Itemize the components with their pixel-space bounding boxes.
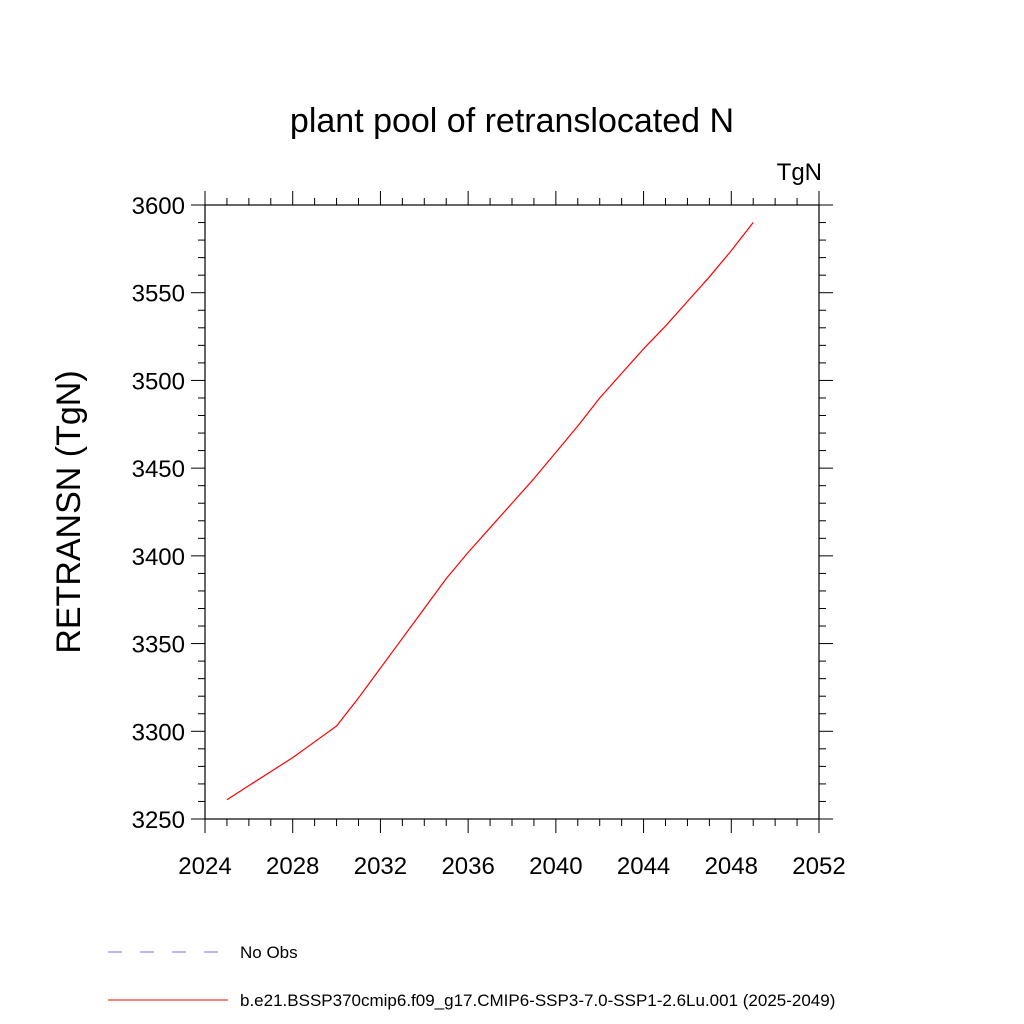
y-tick-label: 3300	[132, 719, 185, 746]
series-line-0	[226, 222, 754, 801]
series-lines	[226, 222, 754, 801]
x-tick-labels: 2024 2028 2032 2036 2040 2044 2048 2052	[178, 853, 845, 880]
x-tick-label: 2032	[354, 853, 407, 880]
x-tick-label: 2036	[441, 853, 494, 880]
axis-ticks	[191, 191, 833, 833]
x-tick-label: 2024	[178, 853, 231, 880]
chart-title: plant pool of retranslocated N	[290, 102, 734, 140]
x-tick-label: 2044	[617, 853, 670, 880]
y-tick-label: 3450	[132, 456, 185, 483]
plot-frame	[204, 204, 820, 820]
x-tick-label: 2040	[529, 853, 582, 880]
x-tick-label: 2048	[705, 853, 758, 880]
y-tick-labels: 3250 3300 3350 3400 3450 3500 3550 3600	[132, 193, 185, 834]
y-tick-label: 3250	[132, 807, 185, 834]
legend-label-1: b.e21.BSSP370cmip6.f09_g17.CMIP6-SSP3-7.…	[240, 991, 835, 1010]
legend-label-0: No Obs	[240, 943, 298, 962]
y-tick-label: 3350	[132, 632, 185, 659]
x-tick-label: 2028	[266, 853, 319, 880]
y-tick-label: 3500	[132, 368, 185, 395]
units-label: TgN	[777, 159, 822, 186]
y-tick-label: 3600	[132, 193, 185, 220]
x-tick-label: 2052	[792, 853, 845, 880]
y-tick-label: 3550	[132, 281, 185, 308]
y-axis-label: RETRANSN (TgN)	[50, 370, 88, 653]
legend: No Obs b.e21.BSSP370cmip6.f09_g17.CMIP6-S…	[108, 943, 835, 1010]
y-tick-label: 3400	[132, 544, 185, 571]
